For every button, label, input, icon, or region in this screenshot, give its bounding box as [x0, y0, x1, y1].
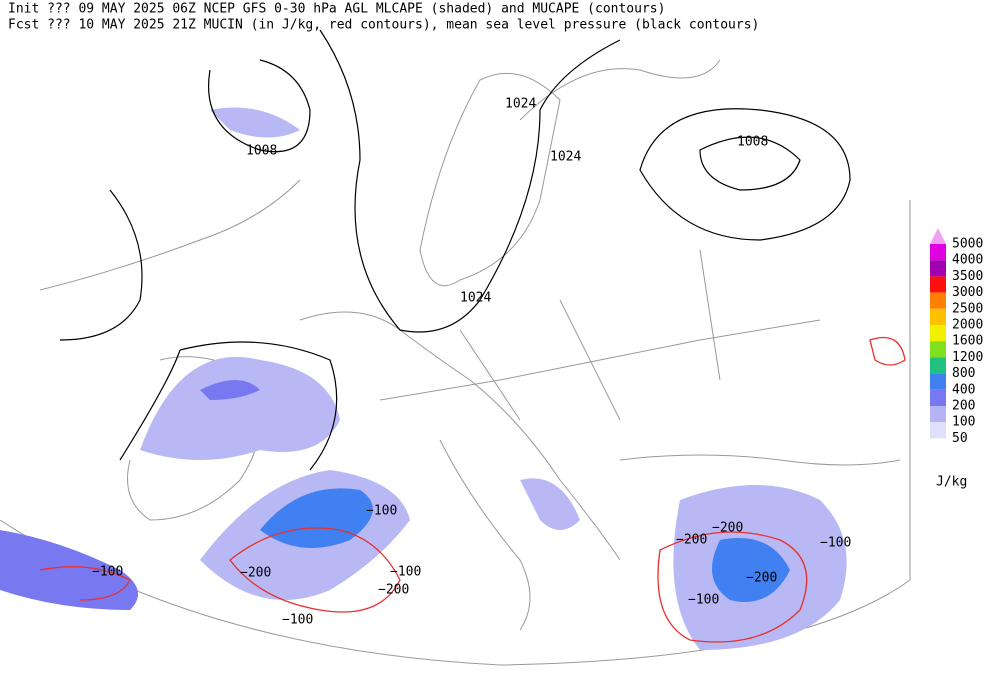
cin-label: −100 — [92, 565, 123, 580]
pressure-label: 1008 — [246, 144, 277, 159]
cape-shade — [210, 107, 300, 138]
colorbar-swatch — [930, 244, 946, 261]
map — [0, 29, 911, 666]
colorbar-label: 50 — [952, 431, 968, 446]
colorbar-swatch — [930, 389, 946, 406]
colorbar-label: 400 — [952, 382, 975, 397]
colorbar-label: 800 — [952, 366, 975, 381]
pressure-label: 1024 — [505, 97, 536, 112]
cape-shade — [520, 478, 580, 530]
isobar — [639, 108, 851, 241]
cape-shade — [140, 356, 340, 460]
cin-contour — [869, 336, 906, 366]
colorbar-swatch — [930, 373, 946, 390]
colorbar-label: 2500 — [952, 301, 983, 316]
cape-shade — [0, 530, 138, 610]
isobar — [208, 59, 311, 153]
cape-shade — [260, 488, 373, 548]
colorbar-swatch — [930, 276, 946, 293]
colorbar-label: 3500 — [952, 269, 983, 284]
isobar — [319, 29, 621, 333]
coastline — [299, 311, 621, 561]
colorbar-label: 1200 — [952, 350, 983, 365]
coastline — [439, 439, 531, 631]
colorbar-swatch — [930, 422, 946, 439]
pressure-label: 1008 — [737, 135, 768, 150]
colorbar-label: 200 — [952, 399, 975, 414]
colorbar-swatch — [930, 325, 946, 342]
cin-contour — [39, 566, 131, 601]
cin-label: −100 — [820, 536, 851, 551]
cin-contour — [657, 531, 808, 643]
cin-label: −200 — [240, 566, 271, 581]
colorbar-label: 2000 — [952, 318, 983, 333]
cin-label: −200 — [676, 533, 707, 548]
header-line: Init ??? 09 MAY 2025 06Z NCEP GFS 0-30 h… — [8, 2, 665, 17]
cin-label: −100 — [282, 613, 313, 628]
pressure-label: 1024 — [550, 150, 581, 165]
colorbar-swatch — [930, 292, 946, 309]
colorbar-swatch — [930, 357, 946, 374]
contour-labels: 1024 1024 1024 1008 1008 −100 −100 −100 … — [92, 97, 851, 628]
coastline — [619, 454, 901, 466]
cin-label: −100 — [688, 593, 719, 608]
colorbar-triangle — [930, 228, 946, 244]
pressure-label: 1024 — [460, 291, 491, 306]
colorbar-label: 4000 — [952, 253, 983, 268]
colorbar-label: 1600 — [952, 334, 983, 349]
coastline — [39, 179, 301, 291]
isobar — [699, 136, 801, 191]
border — [379, 249, 821, 421]
colorbar-swatch — [930, 341, 946, 358]
cin-contour — [229, 527, 401, 613]
colorbar-unit: J/kg — [936, 475, 967, 490]
colorbar-swatch — [930, 260, 946, 277]
colorbar-label: 100 — [952, 415, 975, 430]
coastline — [419, 72, 561, 287]
cin-label: −100 — [390, 565, 421, 580]
cin-label: −200 — [378, 583, 409, 598]
cape-shade — [200, 380, 260, 400]
cape-shade — [712, 538, 790, 602]
coastline — [519, 59, 721, 121]
isobar — [59, 189, 143, 341]
cin-label: −200 — [712, 521, 743, 536]
cin-label: −200 — [746, 571, 777, 586]
isobar — [119, 341, 338, 471]
header-line: Fcst ??? 10 MAY 2025 21Z MUCIN (in J/kg,… — [8, 18, 759, 33]
colorbar-label: 3000 — [952, 285, 983, 300]
colorbar-swatch — [930, 308, 946, 325]
colorbar-swatch — [930, 406, 946, 423]
cin-label: −100 — [366, 504, 397, 519]
colorbar-label: 5000 — [952, 237, 983, 252]
